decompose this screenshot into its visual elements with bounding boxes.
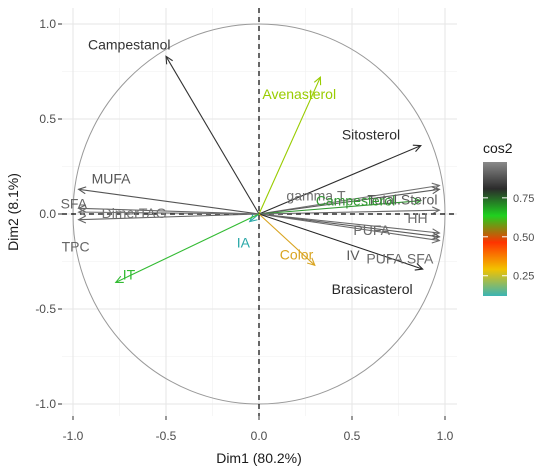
variable-arrow [165,55,260,215]
variable-label: MUFA [92,170,132,186]
variable-labels-layer: Campestanol Avenasterol Sitosterol gamma.T T… [61,36,438,297]
x-axis-ticks: -1.0 -0.5 0.0 0.5 1.0 [63,416,454,443]
arrow-shaft [258,200,421,215]
variable-arrow [77,208,260,217]
variable-label: DimerTAG [102,205,167,221]
variable-arrow [258,213,441,237]
arrow-head [412,144,422,152]
arrow-shaft [258,76,321,215]
arrow-shaft [78,188,260,215]
arrow-head [431,206,441,215]
variable-arrow [77,186,260,215]
y-tick-label: 1.0 [39,17,56,31]
legend-tick-label: 0.75 [513,193,534,205]
arrow-head [431,182,441,191]
x-tick-label: 0.5 [344,429,361,443]
variable-label: TPC [62,239,90,255]
x-tick-label: 0.0 [251,429,268,443]
variable-label: Color [280,246,314,262]
arrow-shaft [78,213,260,221]
arrow-shaft [258,213,440,242]
arrow-shaft [258,213,440,238]
variable-label: Avenasterol [262,86,336,102]
arrow-head [313,76,322,86]
arrow-head [306,257,316,267]
variable-label: PUFA [353,222,390,238]
x-tick-label: 1.0 [437,429,454,443]
variable-arrow [258,186,441,215]
variable-arrow [258,213,441,240]
variable-label: Total.Sterol [367,191,437,207]
arrow-shaft [258,209,440,215]
arrow-head [77,186,87,195]
y-axis-title: Dim2 (8.1%) [5,173,21,251]
arrow-head [414,263,424,271]
arrow-shaft [78,207,260,215]
arrow-shaft [258,213,423,270]
y-tick-label: -0.5 [35,302,56,316]
y-tick-label: 0.5 [39,112,56,126]
legend-title: cos2 [483,140,513,156]
variable-label: HH [407,210,427,226]
arrow-head [413,197,423,206]
arrow-shaft [258,213,316,266]
arrow-head [77,208,87,217]
variable-arrow [77,204,260,215]
arrow-shaft [258,184,440,215]
arrow-shaft [78,211,260,215]
arrow-shaft [258,145,422,215]
arrow-head [114,275,124,283]
variable-arrow [114,213,260,283]
legend-tick-label: 0.25 [513,271,534,283]
variable-arrow [258,76,322,215]
y-tick-label: 0.0 [39,207,56,221]
x-tick-label: -1.0 [63,429,84,443]
variable-label: Campestanol [88,36,171,52]
variable-arrow [258,213,441,244]
variable-label: IT [123,266,136,282]
variable-arrows-layer [77,55,441,283]
legend-ticks: 0.25 0.50 0.75 [483,193,534,283]
arrow-shaft [115,213,260,283]
variable-arrow [258,213,316,267]
variable-label: Campesterol [316,193,395,209]
y-axis-ticks: -1.0 -0.5 0.0 0.5 1.0 [35,17,62,411]
arrow-head [77,215,87,224]
variable-label: Brasicasterol [332,281,413,297]
reference-lines-layer [62,8,457,416]
arrow-head [77,204,87,213]
variable-label: IA [237,235,251,251]
variable-arrow [258,213,424,271]
variable-arrow [77,213,260,224]
arrow-shaft [165,56,260,215]
legend-tick-label: 0.50 [513,232,534,244]
variable-label: gamma.T [286,188,346,204]
arrow-head [431,186,441,195]
variable-label: Sitosterol [342,127,400,143]
arrow-head [431,231,441,240]
variable-arrow [258,144,422,215]
arrow-shaft [258,213,440,234]
variable-label: IV [346,247,360,263]
variable-label: PUFA.SFA [366,251,434,267]
arrow-head [431,228,441,237]
arrow-head [165,55,173,65]
legend: cos2 0.25 0.50 0.75 [483,140,534,296]
x-axis-title: Dim1 (80.2%) [216,450,302,466]
variable-label: SFA [61,195,88,211]
x-tick-label: -0.5 [156,429,177,443]
y-tick-label: -1.0 [35,397,56,411]
variable-arrow [258,206,441,215]
arrow-shaft [258,188,440,215]
variable-arrow [258,197,423,215]
legend-colorbar [483,162,507,296]
variable-arrow [258,182,441,215]
arrow-head [431,235,441,244]
